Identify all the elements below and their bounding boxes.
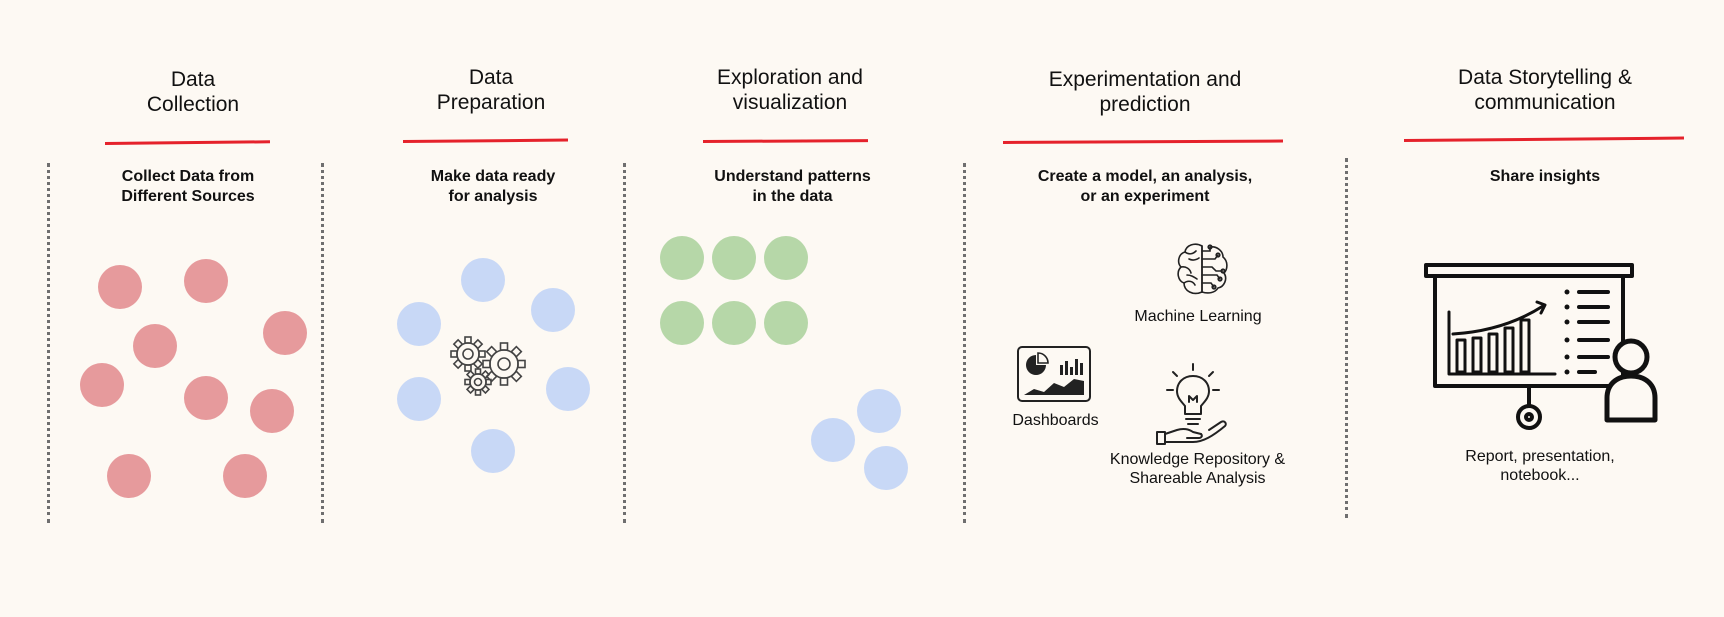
column-divider	[321, 163, 324, 523]
title-underline	[1002, 139, 1284, 144]
caption-dashboards: Dashboards	[1012, 412, 1099, 429]
pattern-dot	[712, 301, 756, 345]
column-divider	[963, 163, 966, 523]
raw-data-dot	[80, 363, 124, 407]
column-title-data-collection: Data Collection	[146, 68, 240, 116]
raw-data-dot	[184, 259, 228, 303]
title-underline	[1403, 136, 1685, 142]
column-title-storytelling: Data Storytelling & communication	[1458, 66, 1632, 114]
title-underline	[104, 140, 271, 145]
column-divider	[623, 163, 626, 523]
column-subtitle-data-collection: Collect Data from Different Sources	[121, 168, 255, 205]
prepared-data-dot	[461, 258, 505, 302]
column-subtitle-storytelling: Share insights	[1489, 168, 1601, 185]
dashboard-icon	[1017, 346, 1091, 402]
pattern-dot	[660, 301, 704, 345]
gears-icon	[450, 336, 526, 396]
cluster-dot	[857, 389, 901, 433]
column-title-data-preparation: Data Preparation	[436, 66, 546, 114]
raw-data-dot	[250, 389, 294, 433]
prepared-data-dot	[397, 302, 441, 346]
raw-data-dot	[263, 311, 307, 355]
prepared-data-dot	[546, 367, 590, 411]
column-title-experimentation: Experimentation and prediction	[1048, 68, 1242, 116]
pattern-dot	[712, 236, 756, 280]
presentation-board-icon	[1424, 263, 1658, 430]
column-subtitle-experimentation: Create a model, an analysis, or an exper…	[1037, 168, 1253, 205]
raw-data-dot	[107, 454, 151, 498]
raw-data-dot	[98, 265, 142, 309]
raw-data-dot	[133, 324, 177, 368]
cluster-dot	[811, 418, 855, 462]
cluster-dot	[864, 446, 908, 490]
title-underline	[402, 138, 569, 143]
prepared-data-dot	[471, 429, 515, 473]
pattern-dot	[764, 301, 808, 345]
column-divider	[1345, 158, 1348, 518]
pattern-dot	[660, 236, 704, 280]
pattern-dot	[764, 236, 808, 280]
caption-report: Report, presentation, notebook...	[1465, 448, 1615, 484]
column-subtitle-exploration: Understand patterns in the data	[714, 168, 871, 205]
prepared-data-dot	[531, 288, 575, 332]
column-subtitle-data-preparation: Make data ready for analysis	[430, 168, 556, 205]
title-underline	[702, 139, 869, 143]
raw-data-dot	[184, 376, 228, 420]
caption-knowledge-repository: Knowledge Repository & Shareable Analysi…	[1109, 451, 1286, 487]
column-divider	[47, 163, 50, 523]
prepared-data-dot	[397, 377, 441, 421]
brain-icon	[1177, 243, 1228, 295]
caption-machine-learning: Machine Learning	[1134, 308, 1262, 325]
column-title-exploration: Exploration and visualization	[717, 66, 863, 114]
raw-data-dot	[223, 454, 267, 498]
lightbulb-hand-icon	[1156, 363, 1227, 445]
